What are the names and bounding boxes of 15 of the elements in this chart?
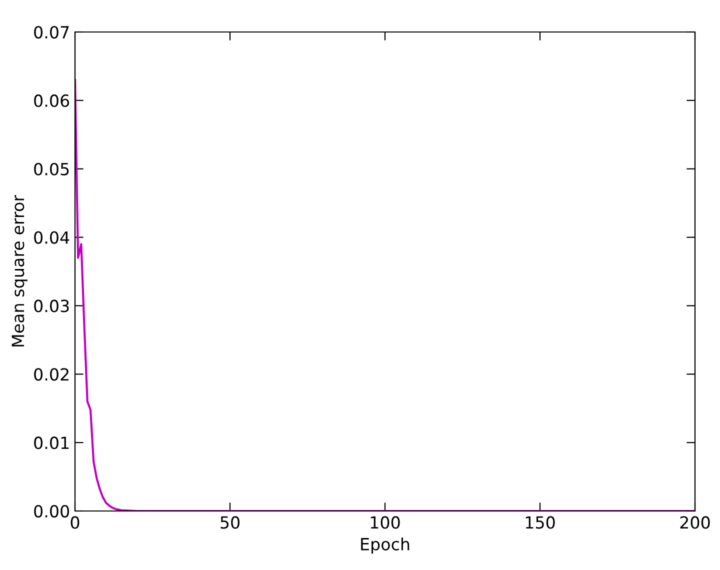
y-tick-label: 0.02 xyxy=(34,368,68,381)
x-tick-label: 200 xyxy=(680,516,710,529)
x-tick-label: 150 xyxy=(526,516,555,529)
x-tick-label: 100 xyxy=(370,516,400,529)
y-tick-label: 0.00 xyxy=(34,504,70,518)
y-tick-label: 0.01 xyxy=(34,436,69,450)
y-tick-label: 0.03 xyxy=(34,300,69,312)
y-tick-label: 0.06 xyxy=(34,94,70,107)
y-tick-label: 0.04 xyxy=(34,231,70,244)
y-axis-title: Mean square error xyxy=(12,194,28,346)
x-axis-title: Epoch xyxy=(361,538,410,554)
x-tick-label: 0 xyxy=(70,516,80,529)
y-tick-label: 0.07 xyxy=(34,26,69,39)
x-tick-label: 50 xyxy=(220,516,240,529)
y-tick-label: 0.05 xyxy=(34,162,69,176)
